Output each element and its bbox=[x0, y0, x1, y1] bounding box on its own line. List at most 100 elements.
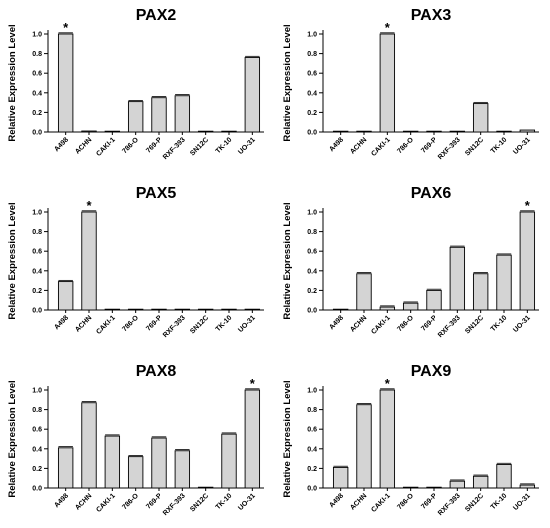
bar-sn12c bbox=[197, 308, 214, 311]
y-tick-label: 0.8 bbox=[32, 51, 42, 58]
y-tick-label: 0.0 bbox=[32, 308, 42, 315]
x-tick-label: 786-O bbox=[121, 314, 140, 333]
bar-769-p bbox=[151, 97, 167, 133]
bar-caki-1 bbox=[379, 389, 396, 489]
bar-tk-10 bbox=[496, 130, 512, 133]
x-tick-label: 769-P bbox=[420, 492, 438, 510]
y-tick-label: 0.4 bbox=[32, 446, 42, 453]
x-tick-label: A498 bbox=[328, 492, 345, 509]
y-tick-label: 0.2 bbox=[32, 110, 42, 117]
chart-svg: PAX2 Relative Expression Level 0.0 0.2 0.4 0.… bbox=[7, 7, 264, 161]
bar-tk-10 bbox=[221, 308, 237, 311]
x-tick-label: RXF-393 bbox=[437, 136, 462, 161]
x-tick-label: A498 bbox=[53, 314, 70, 331]
chart-panel-pax9: PAX9 Relative Expression Level 0.0 0.2 0.4 0.… bbox=[275, 356, 550, 528]
bar-uo-31 bbox=[519, 211, 536, 311]
significance-star: * bbox=[525, 198, 531, 213]
bar-769-p bbox=[426, 486, 442, 489]
x-tick-label: TK-10 bbox=[490, 136, 509, 155]
x-tick-label: ACHN bbox=[349, 136, 368, 155]
bar-rxf-393 bbox=[174, 95, 191, 133]
bar-tk-10 bbox=[496, 254, 512, 311]
y-tick-label: 1.0 bbox=[32, 388, 42, 395]
y-axis-label: Relative Expression Level bbox=[7, 380, 18, 497]
bar-tk-10 bbox=[221, 130, 237, 133]
bar-caki-1 bbox=[104, 435, 121, 489]
chart-panel-pax5: PAX5 Relative Expression Level 0.0 0.2 0.4 0.… bbox=[0, 178, 275, 350]
y-axis-label: Relative Expression Level bbox=[7, 202, 18, 319]
y-tick-label: 0.0 bbox=[32, 130, 42, 137]
bar-achn bbox=[356, 273, 372, 311]
x-tick-label: RXF-393 bbox=[437, 314, 462, 339]
bar-achn bbox=[356, 404, 372, 489]
chart-panel-pax8: PAX8 Relative Expression Level 0.0 0.2 0.4 0.… bbox=[0, 356, 275, 528]
bar-achn bbox=[81, 130, 97, 133]
y-tick-label: 1.0 bbox=[307, 210, 317, 217]
x-tick-label: RXF-393 bbox=[162, 136, 187, 161]
y-tick-label: 0.8 bbox=[307, 51, 317, 58]
bar-uo-31 bbox=[244, 308, 261, 311]
x-tick-label: A498 bbox=[53, 492, 70, 509]
chart-svg: PAX3 Relative Expression Level 0.0 0.2 0.4 0.… bbox=[282, 7, 539, 161]
x-tick-label: UO-31 bbox=[237, 492, 257, 512]
y-axis-label: Relative Expression Level bbox=[282, 24, 293, 141]
bar-a498 bbox=[332, 466, 349, 489]
bar-786-o bbox=[402, 486, 419, 489]
y-tick-label: 0.4 bbox=[32, 268, 42, 275]
y-axis-label: Relative Expression Level bbox=[282, 202, 293, 319]
x-tick-label: 769-P bbox=[420, 136, 438, 154]
y-tick-label: 0.8 bbox=[307, 407, 317, 414]
chart-panel-pax3: PAX3 Relative Expression Level 0.0 0.2 0.4 0.… bbox=[275, 0, 550, 172]
y-tick-label: 0.6 bbox=[307, 427, 317, 434]
y-tick-label: 0.4 bbox=[32, 90, 42, 97]
x-tick-label: TK-10 bbox=[215, 314, 234, 333]
bar-caki-1 bbox=[104, 308, 121, 311]
x-tick-label: TK-10 bbox=[490, 314, 509, 333]
significance-star: * bbox=[86, 198, 92, 213]
y-tick-label: 0.2 bbox=[32, 288, 42, 295]
bar-rxf-393 bbox=[174, 308, 191, 311]
bar-tk-10 bbox=[496, 464, 512, 489]
x-tick-label: UO-31 bbox=[237, 136, 257, 156]
bar-achn bbox=[81, 402, 97, 489]
bar-uo-31 bbox=[244, 57, 261, 133]
bar-769-p bbox=[426, 289, 442, 311]
y-tick-label: 0.8 bbox=[32, 229, 42, 236]
bar-caki-1 bbox=[379, 306, 396, 311]
x-tick-label: SN12C bbox=[464, 136, 485, 157]
bar-786-o bbox=[402, 302, 419, 311]
x-tick-label: SN12C bbox=[189, 136, 210, 157]
x-tick-label: RXF-393 bbox=[162, 314, 187, 339]
x-tick-label: CAKI-1 bbox=[370, 314, 392, 336]
y-tick-label: 1.0 bbox=[307, 388, 317, 395]
x-tick-label: TK-10 bbox=[215, 492, 234, 511]
chart-svg: PAX6 Relative Expression Level 0.0 0.2 0.4 0.… bbox=[282, 185, 539, 339]
x-tick-label: ACHN bbox=[74, 136, 93, 155]
chart-panel-pax6: PAX6 Relative Expression Level 0.0 0.2 0.4 0.… bbox=[275, 178, 550, 350]
bar-a498 bbox=[332, 130, 349, 133]
significance-star: * bbox=[250, 376, 256, 391]
chart-title: PAX3 bbox=[411, 7, 452, 24]
x-tick-label: SN12C bbox=[464, 314, 485, 335]
chart-svg: PAX9 Relative Expression Level 0.0 0.2 0.4 0.… bbox=[282, 363, 539, 517]
x-tick-label: 786-O bbox=[121, 136, 140, 155]
x-tick-label: TK-10 bbox=[215, 136, 234, 155]
x-tick-label: A498 bbox=[53, 136, 70, 153]
x-tick-label: CAKI-1 bbox=[95, 492, 117, 514]
chart-svg: PAX8 Relative Expression Level 0.0 0.2 0.4 0.… bbox=[7, 363, 264, 517]
bar-786-o bbox=[127, 308, 144, 311]
bar-a498 bbox=[57, 281, 74, 311]
bar-sn12c bbox=[472, 273, 489, 311]
y-tick-label: 0.4 bbox=[307, 90, 317, 97]
bar-rxf-393 bbox=[174, 450, 191, 489]
y-tick-label: 0.2 bbox=[32, 466, 42, 473]
chart-title: PAX5 bbox=[136, 185, 177, 202]
x-tick-label: CAKI-1 bbox=[370, 136, 392, 158]
x-tick-label: CAKI-1 bbox=[95, 136, 117, 158]
x-tick-label: 786-O bbox=[121, 492, 140, 511]
chart-title: PAX6 bbox=[411, 185, 452, 202]
significance-star: * bbox=[63, 20, 69, 35]
x-tick-label: 769-P bbox=[420, 314, 438, 332]
bar-sn12c bbox=[197, 130, 214, 133]
